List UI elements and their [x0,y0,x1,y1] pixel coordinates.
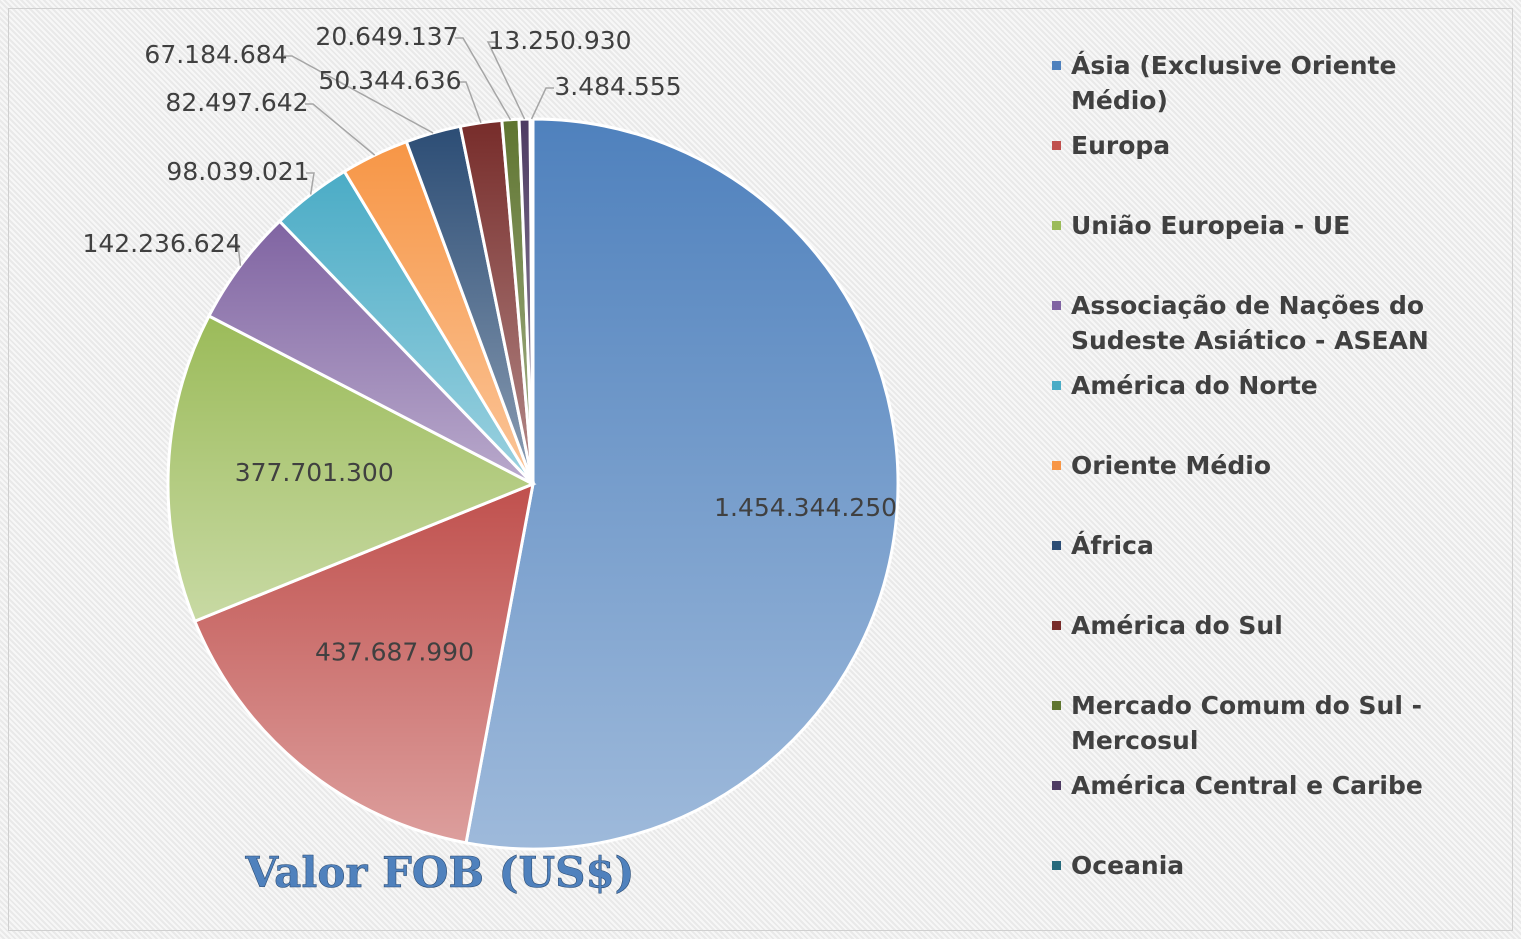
leader-line [230,244,242,266]
leader-line [486,41,526,120]
legend-swatch [1052,701,1061,710]
legend-item: América Central e Caribe [1052,768,1492,803]
legend-swatch [1052,621,1061,630]
legend-swatch [1052,61,1061,70]
slice-shine [194,484,534,843]
legend-item: Europa [1052,128,1492,163]
slice-shine [208,221,533,484]
slice-shine [279,171,533,484]
legend-item: África [1052,528,1492,563]
data-label: 3.484.555 [554,72,681,101]
legend-item: Oriente Médio [1052,448,1492,483]
data-label: 20.649.137 [315,22,458,51]
labels: 1.454.344.250 437.687.990 377.701.300 142.2… [82,22,897,667]
legend-item: América do Norte [1052,368,1492,403]
slice-shine [530,119,533,484]
legend-label: União Europeia - UE [1071,211,1351,240]
leader-line [306,172,315,195]
legend-item: Ásia (Exclusive Oriente Médio) [1052,48,1492,118]
legend-label: América do Sul [1071,611,1283,640]
leader-line [458,81,482,123]
chart-title: Valor FOB (US$) [244,848,634,897]
slice-shine [406,126,533,484]
data-label: 50.344.636 [318,66,461,95]
slice-shine [167,315,533,622]
legend-item: Oceania [1052,848,1492,883]
legend-swatch [1052,141,1061,150]
legend-label: Ásia (Exclusive Oriente Médio) [1071,51,1397,115]
slices [166,117,900,851]
data-label: 67.184.684 [144,40,287,69]
legend-label: América do Norte [1071,371,1318,400]
legend-label: África [1071,531,1154,560]
data-label: 13.250.930 [488,26,631,55]
legend-label: Mercado Comum do Sul - Mercosul [1071,691,1422,755]
data-label: 142.236.624 [82,229,241,258]
legend-swatch [1052,861,1061,870]
legend-label: Associação de Nações do Sudeste Asiático… [1071,291,1429,355]
legend-item: União Europeia - UE [1052,208,1492,243]
slice-shine [466,119,898,849]
legend-swatch [1052,221,1061,230]
legend-label: América Central e Caribe [1071,771,1423,800]
data-label: 98.039.021 [166,157,309,186]
legend-swatch [1052,301,1061,310]
legend-item: Mercado Comum do Sul - Mercosul [1052,688,1492,758]
legend-label: Oceania [1071,851,1185,880]
data-label: 437.687.990 [315,638,474,667]
legend-label: Oriente Médio [1071,451,1271,480]
legend-swatch [1052,461,1061,470]
data-label: 82.497.642 [165,88,308,117]
data-label: 1.454.344.250 [714,493,897,522]
legend-swatch [1052,541,1061,550]
chart-frame [8,8,1513,931]
legend-item: América do Sul [1052,608,1492,643]
leader-line [284,55,434,134]
leader-line [305,103,376,156]
slice-shine [460,120,533,485]
legend-swatch [1052,781,1061,790]
legend-label: Europa [1071,131,1171,160]
slice-shine [344,141,533,485]
legend-item: Associação de Nações do Sudeste Asiático… [1052,288,1492,358]
leader-line [455,37,512,121]
leader-line [530,87,554,120]
slice-shine [501,119,533,484]
data-label: 377.701.300 [235,458,394,487]
legend-swatch [1052,381,1061,390]
